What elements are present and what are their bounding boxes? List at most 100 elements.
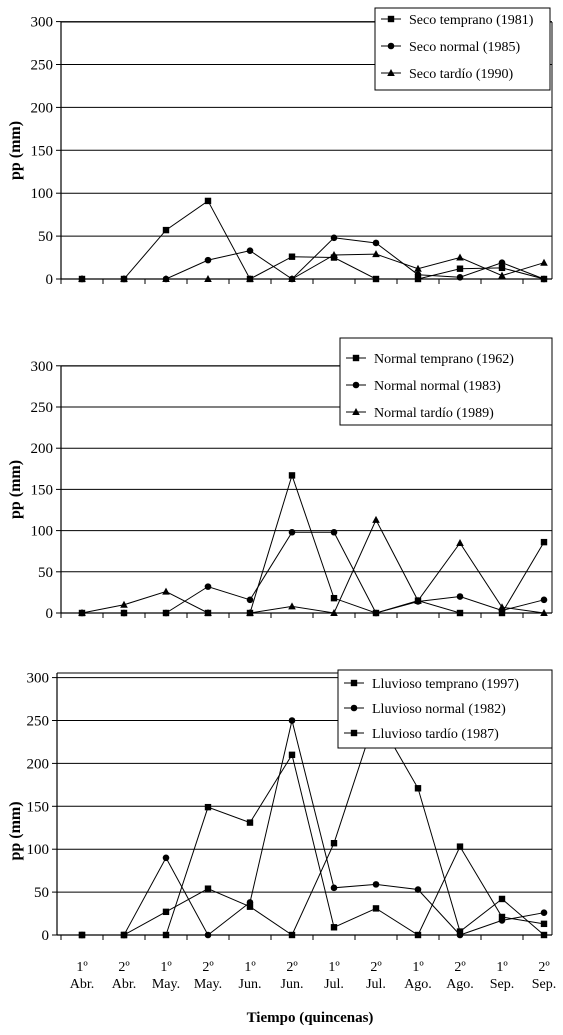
legend-marker xyxy=(352,408,360,415)
x-tick-label: Abr. xyxy=(112,977,137,992)
legend: Lluvioso temprano (1997) Lluvioso normal … xyxy=(337,669,553,749)
y-tick-label: 300 xyxy=(27,671,50,687)
data-point xyxy=(372,515,380,523)
x-tick-label: 2º xyxy=(538,960,550,975)
data-point xyxy=(372,250,380,258)
data-point xyxy=(414,931,422,939)
data-point xyxy=(246,819,254,826)
series-line xyxy=(82,200,545,280)
x-tick-label: 2º xyxy=(286,960,298,975)
series-1 xyxy=(78,472,548,617)
x-tick-label: Ago. xyxy=(446,977,474,992)
data-point xyxy=(456,931,464,939)
legend-marker xyxy=(352,354,360,362)
data-point xyxy=(456,928,464,935)
data-point xyxy=(288,275,296,282)
series-line xyxy=(82,237,545,280)
series-line xyxy=(82,714,545,936)
legend-marker xyxy=(350,679,358,687)
series-3 xyxy=(78,515,548,616)
data-point xyxy=(414,785,422,792)
data-point xyxy=(162,609,170,617)
data-point xyxy=(372,881,380,888)
data-point xyxy=(414,886,422,893)
data-point xyxy=(120,609,128,617)
x-tick-label: Sep. xyxy=(490,977,515,992)
series-1 xyxy=(78,197,548,283)
x-tick-label: 2º xyxy=(202,960,214,975)
data-point xyxy=(288,472,296,479)
data-point xyxy=(162,908,170,916)
x-tick-label: 1º xyxy=(496,960,508,975)
y-tick-label: 150 xyxy=(27,799,50,815)
data-point xyxy=(498,264,506,272)
legend-marker xyxy=(387,15,395,23)
data-point xyxy=(414,264,422,272)
data-point xyxy=(456,253,464,261)
data-point xyxy=(162,931,170,939)
x-tick-label: Sep. xyxy=(532,977,557,992)
data-point xyxy=(204,609,212,616)
legend-marker xyxy=(352,381,360,389)
data-point xyxy=(246,903,254,910)
legend-entry: Seco temprano (1981) xyxy=(409,13,534,28)
y-tick-label: 200 xyxy=(27,756,50,772)
legend-entry: Normal temprano (1962) xyxy=(374,352,514,367)
x-tick-label: 2º xyxy=(454,960,466,975)
legend-box xyxy=(337,669,553,749)
x-tick-label: 1º xyxy=(76,960,88,975)
data-point xyxy=(540,609,548,616)
series-2 xyxy=(78,234,548,283)
legend: Normal temprano (1962) Normal normal (198… xyxy=(339,337,553,426)
data-point xyxy=(330,839,338,847)
data-point xyxy=(456,593,464,600)
x-tick-label: 2º xyxy=(118,960,130,975)
legend-entry: Lluvioso normal (1982) xyxy=(372,702,506,717)
data-point xyxy=(204,256,212,264)
x-tick-label: 2º xyxy=(370,960,382,975)
legend-entry: Lluvioso temprano (1997) xyxy=(372,677,519,692)
legend-entry: Normal tardío (1989) xyxy=(374,406,494,421)
data-point xyxy=(330,924,338,931)
data-point xyxy=(162,854,170,862)
data-point xyxy=(456,273,464,281)
y-tick-label: 250 xyxy=(31,400,54,416)
legend-marker xyxy=(350,729,358,737)
data-point xyxy=(78,931,86,939)
data-point xyxy=(120,275,128,282)
data-point xyxy=(330,609,338,616)
data-point xyxy=(246,596,254,604)
y-tick-label: 200 xyxy=(31,100,54,116)
x-tick-label: Jun. xyxy=(239,977,262,992)
data-point xyxy=(540,258,548,266)
series-line xyxy=(82,753,545,936)
y-axis-label: pp (mm) xyxy=(7,121,24,180)
data-point xyxy=(456,843,464,850)
legend-entry: Lluvioso tardío (1987) xyxy=(372,727,499,742)
chart-normal: 0 50 100 150 200 250 300 pp (mm) Normal temprano… xyxy=(7,337,553,622)
data-point xyxy=(288,253,296,260)
data-point xyxy=(372,609,380,617)
data-point xyxy=(246,899,254,906)
y-tick-label: 150 xyxy=(31,482,54,498)
data-point xyxy=(162,226,170,234)
y-tick-label: 200 xyxy=(31,441,54,457)
data-point xyxy=(414,271,422,279)
data-point xyxy=(456,265,464,272)
x-tick-label: 1º xyxy=(160,960,172,975)
data-point xyxy=(288,602,296,610)
data-point xyxy=(372,275,380,283)
series-2 xyxy=(78,528,548,617)
data-point xyxy=(330,234,338,242)
data-point xyxy=(78,609,86,616)
data-point xyxy=(288,751,296,759)
data-point xyxy=(456,609,464,617)
data-point xyxy=(498,913,506,921)
y-tick-label: 300 xyxy=(31,359,54,375)
y-axis-label: pp (mm) xyxy=(7,460,24,519)
series-line xyxy=(82,473,545,614)
legend-box xyxy=(374,7,551,91)
data-point xyxy=(330,884,338,892)
legend-box xyxy=(339,337,553,426)
data-point xyxy=(246,609,254,616)
